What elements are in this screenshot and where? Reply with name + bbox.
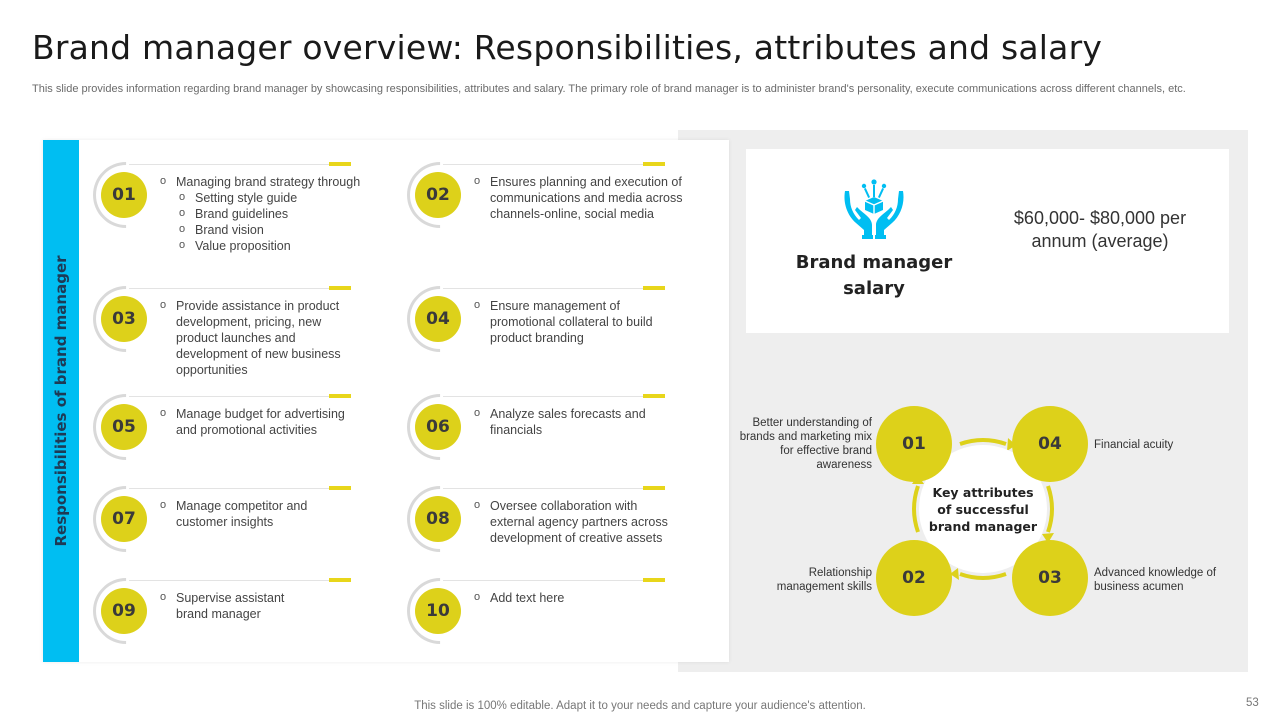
responsibilities-label: Responsibilities of brand manager: [52, 255, 70, 547]
slide-subtitle: This slide provides information regardin…: [32, 83, 1186, 95]
attribute-text-03: Advanced knowledge of business acumen: [1094, 567, 1217, 593]
responsibility-text: Oversee collaboration with external agen…: [471, 497, 683, 546]
attribute-number-04: 04: [1012, 406, 1088, 482]
responsibility-item-03: 03 Provide assistance in product develop…: [79, 272, 393, 378]
responsibility-text: Supervise assistant brand manager: [157, 589, 317, 622]
responsibility-text: Analyze sales forecasts and financials: [471, 405, 651, 438]
slide-title: Brand manager overview: Responsibilities…: [32, 28, 1103, 67]
responsibility-subtext: Setting style guide: [176, 189, 387, 206]
responsibility-item-05: 05 Manage budget for advertising and pro…: [79, 380, 393, 484]
responsibility-item-01: 01 Managing brand strategy through Setti…: [79, 148, 393, 254]
salary-card: [746, 149, 1229, 333]
attribute-number-02: 02: [876, 540, 952, 616]
salary-value: $60,000- $80,000 per annum (average): [1013, 208, 1187, 251]
responsibility-number: 03: [101, 296, 147, 342]
responsibility-text: Manage budget for advertising and promot…: [157, 405, 367, 438]
responsibility-subtext: Brand vision: [176, 221, 387, 238]
responsibilities-sidebar: [43, 140, 79, 662]
footer-note: This slide is 100% editable. Adapt it to…: [414, 700, 866, 712]
salary-label: Brand manager salary: [795, 252, 953, 299]
responsibility-number: 09: [101, 588, 147, 634]
attribute-text-04: Financial acuity: [1094, 439, 1174, 451]
attribute-number-01: 01: [876, 406, 952, 482]
responsibility-text: Manage competitor and customer insights: [157, 497, 337, 530]
attribute-text-01: Better understanding of brands and marke…: [739, 417, 872, 471]
responsibility-text: Add text here: [471, 589, 651, 606]
responsibility-number: 05: [101, 404, 147, 450]
attribute-number-03: 03: [1012, 540, 1088, 616]
hands-money-icon: [844, 179, 904, 239]
responsibility-text: Ensures planning and execution of commun…: [471, 173, 683, 222]
responsibility-number: 06: [415, 404, 461, 450]
responsibility-text: Managing brand strategy through: [157, 173, 387, 190]
responsibility-item-04: 04 Ensure management of promotional coll…: [393, 272, 707, 376]
responsibility-item-10: 10 Add text here: [393, 564, 707, 668]
responsibility-subtext: Value proposition: [176, 237, 387, 254]
responsibility-number: 01: [101, 172, 147, 218]
page-number: 53: [1246, 697, 1259, 709]
responsibility-item-09: 09 Supervise assistant brand manager: [79, 564, 393, 668]
attribute-text-02: Relationship management skills: [776, 567, 872, 593]
responsibility-item-08: 08 Oversee collaboration with external a…: [393, 472, 707, 576]
responsibility-number: 07: [101, 496, 147, 542]
responsibility-number: 08: [415, 496, 461, 542]
responsibility-item-07: 07 Manage competitor and customer insigh…: [79, 472, 393, 576]
responsibility-number: 02: [415, 172, 461, 218]
responsibility-number: 10: [415, 588, 461, 634]
responsibility-number: 04: [415, 296, 461, 342]
responsibility-subtext: Brand guidelines: [176, 205, 387, 222]
responsibility-text: Ensure management of promotional collate…: [471, 297, 671, 346]
responsibility-text: Provide assistance in product developmen…: [157, 297, 357, 378]
responsibility-item-06: 06 Analyze sales forecasts and financial…: [393, 380, 707, 484]
cycle-arrows-icon: [912, 438, 1054, 580]
responsibility-item-02: 02 Ensures planning and execution of com…: [393, 148, 707, 252]
